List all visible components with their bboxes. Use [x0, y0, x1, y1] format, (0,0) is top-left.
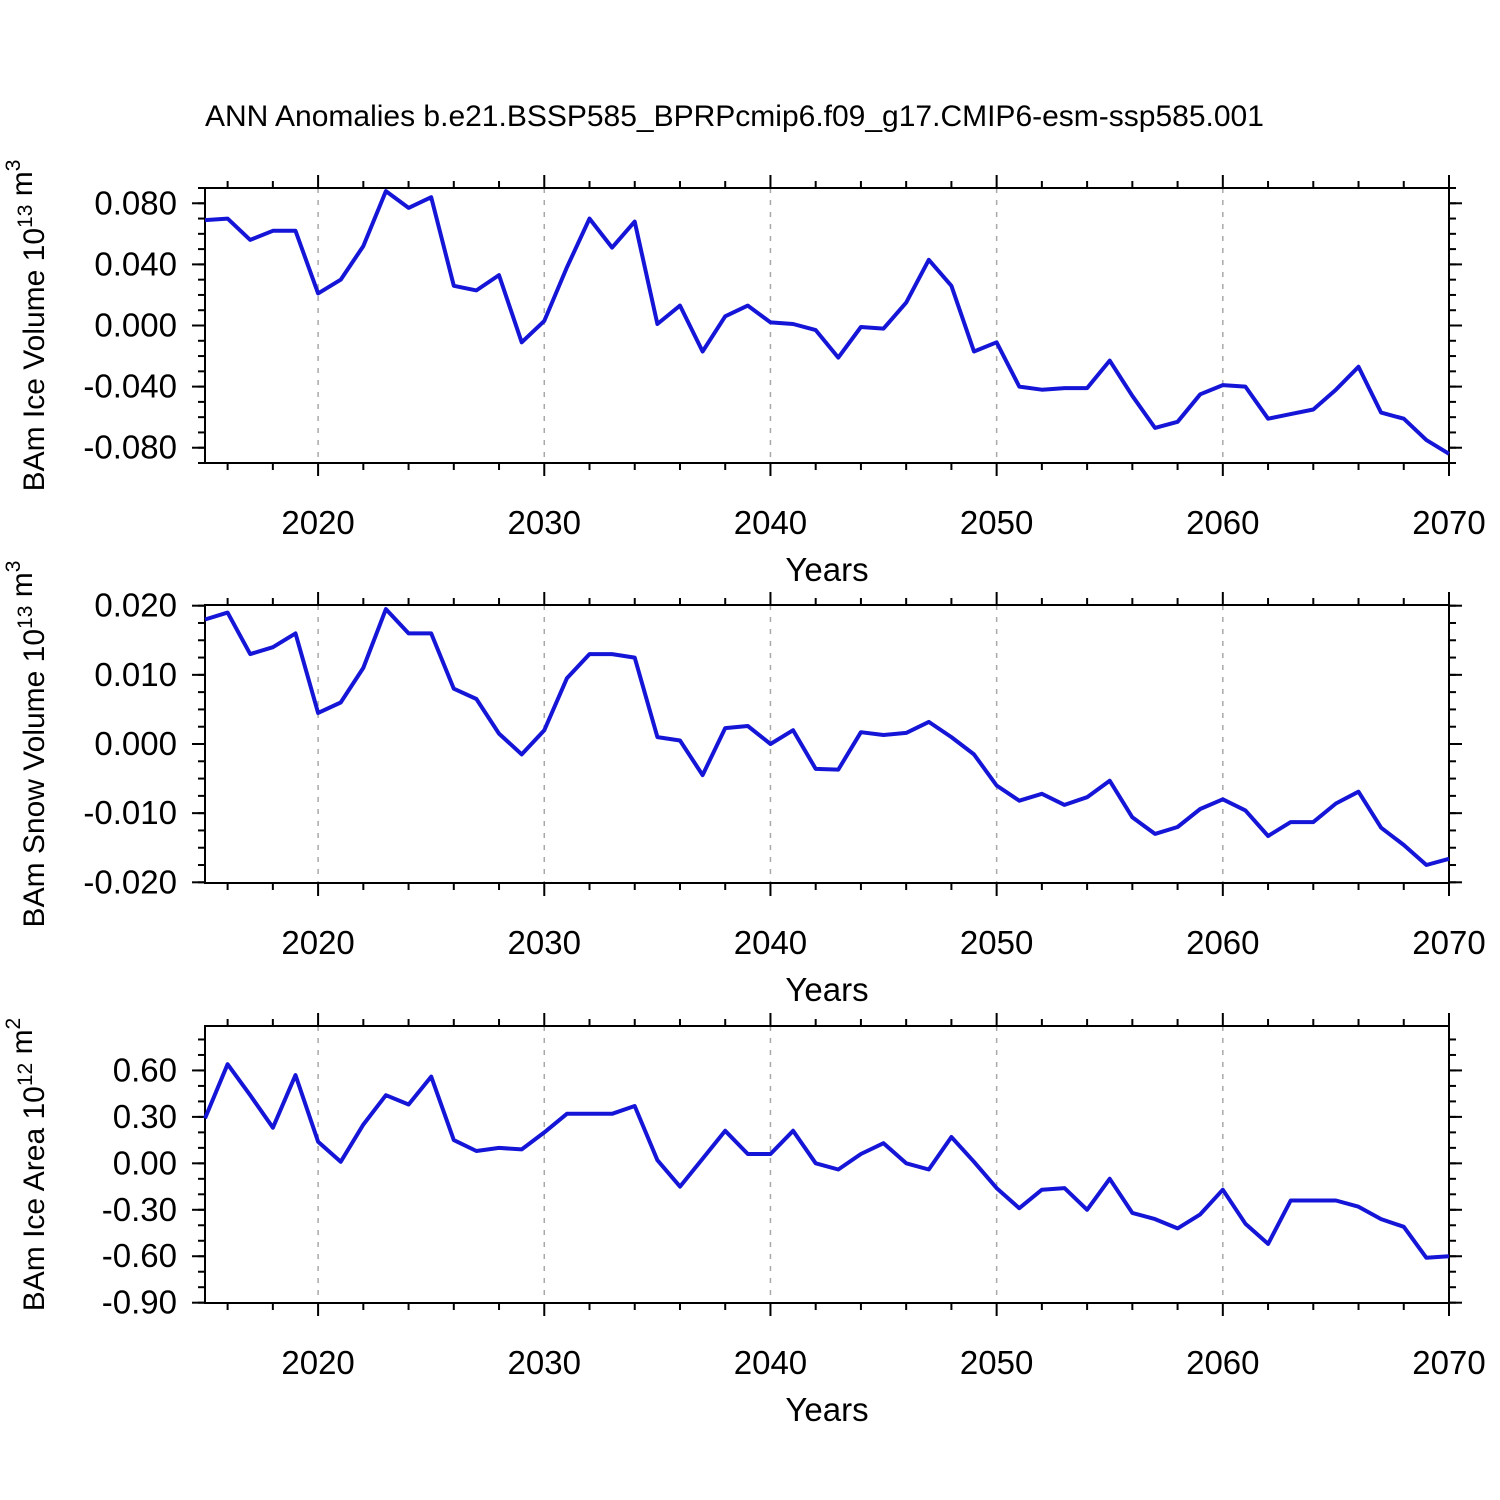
y-tick-label: 0.040 — [94, 245, 177, 282]
x-tick-label: 2050 — [960, 924, 1033, 961]
x-tick-label: 2020 — [281, 1344, 354, 1381]
x-axis-title: Years — [785, 971, 868, 1008]
x-axis-title: Years — [785, 551, 868, 588]
x-tick-label: 2040 — [734, 924, 807, 961]
y-tick-label: -0.040 — [83, 368, 177, 405]
y-tick-label: -0.60 — [102, 1237, 177, 1274]
x-tick-label: 2050 — [960, 1344, 1033, 1381]
snow-volume-series-line — [204, 607, 1450, 867]
x-axis-title: Years — [785, 1391, 868, 1428]
y-tick-label: 0.080 — [94, 184, 177, 221]
ice-volume-series-line — [204, 189, 1451, 456]
y-tick-label: 0.000 — [94, 725, 177, 762]
panel-frame — [204, 187, 1450, 464]
y-axis-title: BAm Ice Area 1012 m2 — [2, 1018, 51, 1312]
y-tick-label: 0.00 — [113, 1144, 177, 1181]
x-tick-label: 2020 — [281, 504, 354, 541]
x-tick-label: 2070 — [1412, 1344, 1485, 1381]
x-tick-label: 2050 — [960, 504, 1033, 541]
x-tick-label: 2030 — [508, 504, 581, 541]
x-tick-label: 2070 — [1412, 924, 1485, 961]
panel-frame — [204, 604, 1450, 884]
panel-snow-volume: 2020 2030 2040 2050 2060 2070 0.020 0.010 0.000 -… — [2, 561, 1486, 1008]
y-tick-label: -0.010 — [83, 794, 177, 831]
y-tick-label: 0.010 — [94, 656, 177, 693]
x-tick-label: 2040 — [734, 504, 807, 541]
x-tick-label: 2040 — [734, 1344, 807, 1381]
panel-ice-area: 2020 2030 2040 2050 2060 2070 0.60 0.30 0.00 -0.3… — [2, 1013, 1486, 1428]
y-tick-label: 0.30 — [113, 1098, 177, 1135]
y-axis-title: BAm Snow Volume 1013 m3 — [2, 561, 51, 928]
chart-title: ANN Anomalies b.e21.BSSP585_BPRPcmip6.f0… — [205, 100, 1264, 133]
panel-frame — [204, 1025, 1450, 1304]
x-tick-label: 2060 — [1186, 924, 1259, 961]
y-tick-label: -0.080 — [83, 429, 177, 466]
panel-ice-volume: 2020 2030 2040 2050 2060 2070 0.080 0.040 0.000 -… — [2, 160, 1486, 588]
y-tick-label: -0.30 — [102, 1191, 177, 1228]
x-tick-label: 2060 — [1186, 504, 1259, 541]
x-tick-label: 2030 — [508, 1344, 581, 1381]
y-tick-label: -0.020 — [83, 863, 177, 900]
ice-area-series-line — [203, 1062, 1450, 1260]
y-tick-label: 0.020 — [94, 587, 177, 624]
x-tick-label: 2060 — [1186, 1344, 1259, 1381]
x-tick-label: 2030 — [508, 924, 581, 961]
y-tick-label: 0.60 — [113, 1051, 177, 1088]
y-axis-title: BAm Ice Volume 1013 m3 — [2, 160, 51, 492]
y-tick-label: 0.000 — [94, 307, 177, 344]
x-tick-label: 2070 — [1412, 504, 1485, 541]
x-tick-label: 2020 — [281, 924, 354, 961]
y-tick-label: -0.90 — [102, 1284, 177, 1321]
